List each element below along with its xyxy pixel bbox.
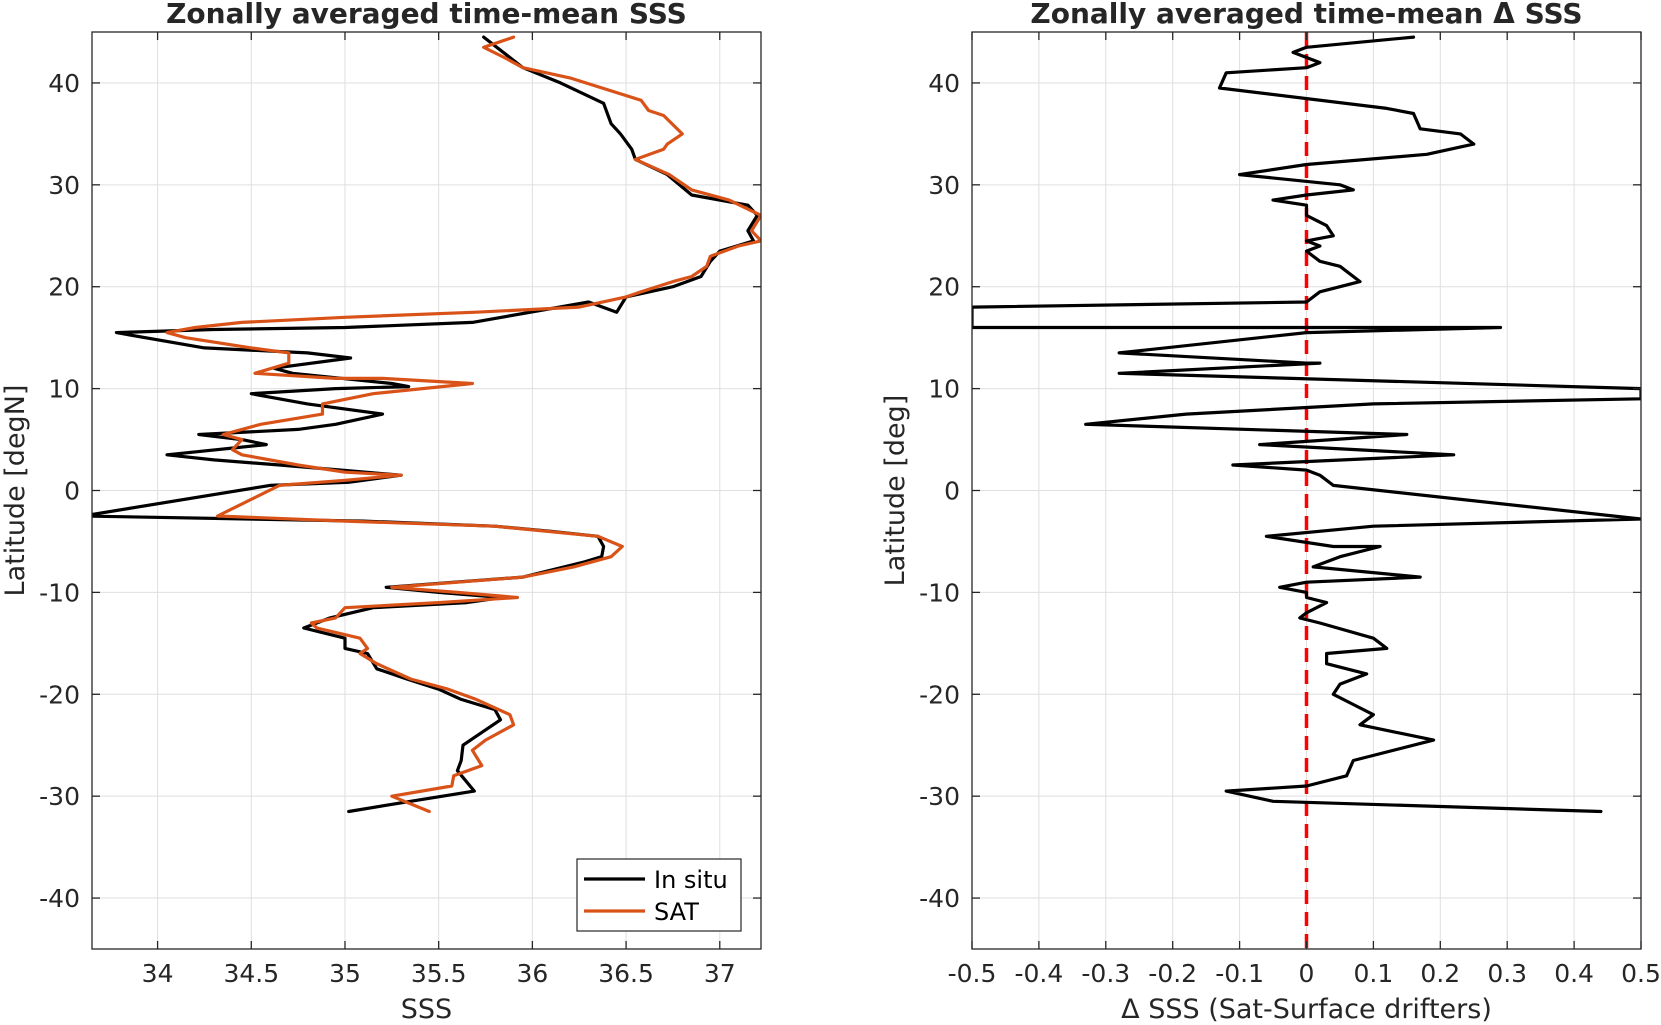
y-tick-label: -20: [39, 680, 80, 709]
y-tick-label: 0: [64, 477, 80, 506]
x-tick-label: 35: [329, 959, 361, 988]
x-axis-label: Δ SSS (Sat-Surface drifters): [1121, 994, 1492, 1025]
series-line-sat: [165, 35, 761, 814]
right-chart-delta-sss: -0.5 -0.4 -0.3 -0.2 -0.1 0 0.1 0.2 0.3 0.4 0.5 -40 -…: [880, 0, 1661, 1025]
x-tick-label: 0: [1299, 959, 1315, 988]
x-tick-label: 34: [142, 959, 174, 988]
x-tick-label: -0.5: [948, 959, 997, 988]
x-tick-label: -0.4: [1015, 959, 1064, 988]
y-tick-label: -10: [39, 578, 80, 607]
legend: In situ SAT: [576, 858, 742, 932]
y-tick-label: -20: [919, 680, 960, 709]
y-tick-label: 30: [928, 171, 960, 200]
legend-box: [576, 858, 742, 932]
legend-label-in-situ: In situ: [654, 866, 728, 894]
y-tick-label: 40: [48, 69, 80, 98]
x-tick-label: 37: [704, 959, 736, 988]
left-chart-sss: 34 34.5 35 35.5 36 36.5 37 -40 -30 -20 -10 0 10 20 30 4…: [0, 0, 762, 1025]
y-tick-label: 30: [48, 171, 80, 200]
x-tick-label: 0.4: [1554, 959, 1594, 988]
x-tick-label: 0.5: [1621, 959, 1661, 988]
y-tick-label: -30: [39, 782, 80, 811]
x-tick-label: 36.5: [598, 959, 654, 988]
x-tick-label: 0.1: [1354, 959, 1394, 988]
y-tick-label: -40: [919, 884, 960, 913]
y-axis-label: Latitude [deg]: [880, 395, 911, 587]
y-tick-label: 10: [48, 375, 80, 404]
y-tick-label: 0: [944, 477, 960, 506]
y-tick-label: 20: [48, 273, 80, 302]
y-axis-label: Latitude [degN]: [0, 385, 31, 597]
y-tick-label: 40: [928, 69, 960, 98]
chart-title: Zonally averaged time-mean SSS: [166, 0, 687, 30]
series-line-0: [972, 35, 1641, 814]
y-tick-label: -10: [919, 578, 960, 607]
legend-label-sat: SAT: [654, 898, 699, 926]
x-axis-label: SSS: [401, 994, 452, 1025]
x-tick-label: 35.5: [411, 959, 467, 988]
x-tick-label: 0.3: [1487, 959, 1527, 988]
y-tick-label: 10: [928, 375, 960, 404]
y-tick-label: 20: [928, 273, 960, 302]
y-tick-label: -30: [919, 782, 960, 811]
x-tick-label: 0.2: [1420, 959, 1460, 988]
x-tick-label: 34.5: [223, 959, 279, 988]
x-tick-label: -0.1: [1215, 959, 1264, 988]
x-tick-label: -0.2: [1148, 959, 1197, 988]
y-tick-label: -40: [39, 884, 80, 913]
chart-title: Zonally averaged time-mean Δ SSS: [1030, 0, 1582, 30]
x-tick-label: 36: [516, 959, 548, 988]
x-tick-label: -0.3: [1081, 959, 1130, 988]
